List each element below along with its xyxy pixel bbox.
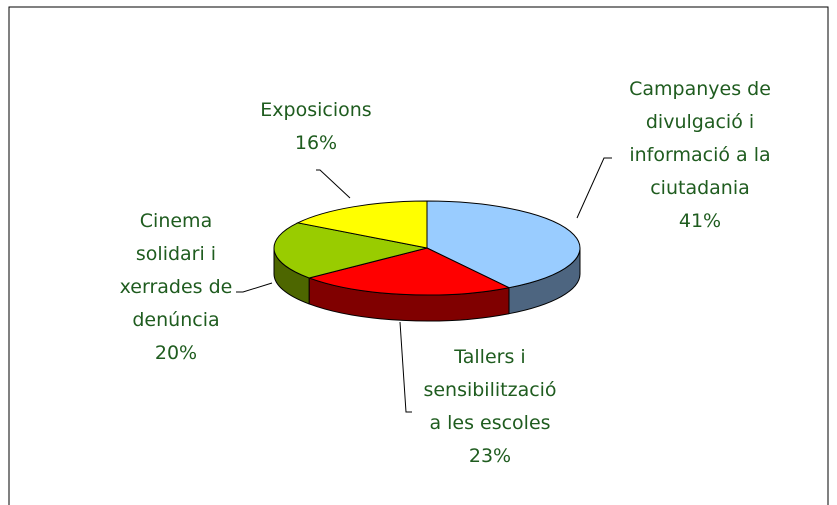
slice-label: Campanyes de divulgació i informació a l… <box>580 73 820 238</box>
value-label: 20% <box>154 342 198 364</box>
slice-label: Tallers i sensibilització a les escoles 2… <box>370 341 610 473</box>
leader-line <box>399 321 412 413</box>
category-label: Exposicions <box>260 99 372 121</box>
category-label: Campanyes de divulgació i informació a l… <box>629 78 771 199</box>
slice-label: Exposicions 16% <box>196 94 436 160</box>
value-label: 23% <box>468 445 512 467</box>
category-label: Cinema solidari i xerrades de denúncia <box>119 210 233 331</box>
top-faces <box>273 200 581 296</box>
slice <box>296 200 428 249</box>
slice <box>307 247 511 296</box>
value-label: 41% <box>678 210 722 232</box>
leader-lines <box>236 157 612 413</box>
value-label: 16% <box>294 132 338 154</box>
slice-label: Cinema solidari i xerrades de denúncia 20… <box>56 205 296 370</box>
frame <box>8 6 829 505</box>
leader-line <box>576 157 612 219</box>
leader-line <box>236 282 273 293</box>
pie <box>273 200 581 322</box>
category-label: Tallers i sensibilització a les escoles <box>423 346 557 434</box>
slice <box>273 222 428 279</box>
leader-line <box>316 169 351 199</box>
